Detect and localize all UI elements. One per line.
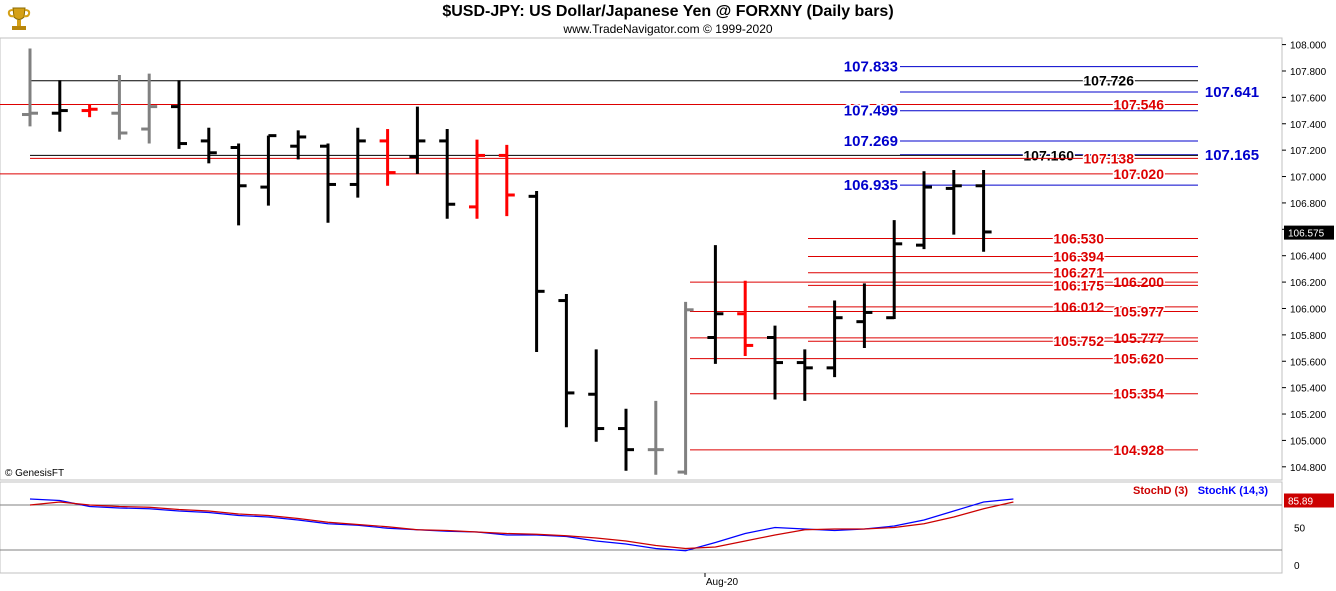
level-label: 106.394 — [1053, 248, 1104, 264]
level-label: 107.020 — [1113, 166, 1164, 182]
level-label: 107.833 — [844, 59, 898, 76]
ohlc-bar — [260, 134, 277, 206]
y-tick-label: 105.200 — [1290, 410, 1327, 421]
y-tick-label: 106.400 — [1290, 252, 1327, 263]
ohlc-bar — [528, 191, 545, 353]
y-tick-label: 107.200 — [1290, 146, 1327, 157]
level-label: 105.777 — [1113, 330, 1164, 346]
stoch-last-badge — [1284, 493, 1334, 508]
ohlc-bar — [618, 408, 634, 471]
x-axis-label: Aug-20 — [706, 577, 739, 588]
ohlc-bar — [975, 169, 992, 252]
ohlc-bar — [916, 171, 932, 250]
ohlc-bar — [439, 129, 456, 219]
y-tick-label: 107.000 — [1290, 173, 1327, 184]
level-label: 107.160 — [1023, 147, 1074, 163]
y-tick-label: 107.600 — [1290, 93, 1327, 104]
ohlc-bar — [290, 130, 307, 160]
ohlc-bar — [469, 139, 485, 219]
last-price-label: 106.575 — [1288, 229, 1325, 240]
ohlc-bar — [945, 169, 962, 235]
ohlc-bar — [767, 325, 783, 400]
level-label: 106.200 — [1113, 274, 1164, 290]
legend-stochk: StochK (14,3) — [1198, 485, 1269, 497]
price-plot-area — [0, 37, 1283, 481]
level-label: 106.175 — [1053, 277, 1104, 293]
level-label: 106.935 — [844, 177, 898, 194]
y-tick-label: 105.600 — [1290, 357, 1327, 368]
level-label: 105.752 — [1053, 333, 1104, 349]
ohlc-bar — [707, 245, 724, 364]
y-tick-label: 105.000 — [1290, 436, 1327, 447]
ohlc-bar — [320, 143, 336, 223]
level-label: 104.928 — [1113, 442, 1164, 458]
level-label: 105.620 — [1113, 351, 1164, 367]
last-price-badge — [1284, 225, 1334, 240]
level-label: 107.138 — [1083, 150, 1134, 166]
ohlc-bar — [826, 300, 843, 378]
y-tick-label: 107.800 — [1290, 67, 1327, 78]
y-tick-label: 106.000 — [1290, 304, 1327, 315]
level-label: 106.271 — [1053, 265, 1104, 281]
level-label: 107.165 — [1205, 147, 1259, 164]
level-label: 106.012 — [1053, 299, 1104, 315]
ohlc-bar — [796, 349, 813, 401]
level-label: 106.530 — [1053, 231, 1104, 247]
copyright-label: © GenesisFT — [5, 468, 65, 479]
ohlc-bar — [409, 106, 426, 174]
ohlc-bar — [677, 301, 694, 475]
ohlc-bar — [856, 283, 873, 349]
ohlc-bar — [498, 144, 515, 217]
ohlc-bar — [588, 349, 605, 442]
stoch-plot-area — [0, 481, 1283, 574]
ohlc-bar — [647, 400, 664, 475]
ohlc-bar — [111, 74, 128, 140]
ohlc-bar — [200, 127, 217, 164]
ohlc-bar — [558, 293, 575, 428]
y-tick-label: 107.400 — [1290, 120, 1327, 131]
level-label: 105.354 — [1113, 386, 1164, 402]
level-label: 107.499 — [844, 103, 898, 120]
stoch-line-d — [29, 501, 1014, 550]
stoch-tick-label: 50 — [1294, 524, 1306, 535]
y-tick-label: 106.800 — [1290, 199, 1327, 210]
ohlc-bar — [22, 48, 38, 127]
y-tick-label: 105.800 — [1290, 331, 1327, 342]
ohlc-bar — [81, 103, 98, 118]
ohlc-bar — [379, 129, 396, 186]
chart-title: $USD-JPY: US Dollar/Japanese Yen @ FORXN… — [442, 3, 894, 20]
ohlc-bar — [171, 80, 187, 149]
legend-stochd: StochD (3) — [1133, 485, 1188, 497]
chart-subtitle: www.TradeNavigator.com © 1999-2020 — [563, 22, 773, 36]
ohlc-bar — [141, 73, 158, 144]
stoch-tick-label: 0 — [1294, 561, 1300, 572]
ohlc-bar — [886, 220, 903, 320]
stoch-line-k — [29, 498, 1014, 552]
level-label: 105.977 — [1113, 304, 1164, 320]
trophy-logo-icon — [4, 4, 34, 34]
y-tick-label: 105.400 — [1290, 384, 1327, 395]
stoch-last-label: 85.89 — [1288, 497, 1313, 508]
level-label: 107.546 — [1113, 96, 1164, 112]
level-label: 107.269 — [844, 133, 898, 150]
ohlc-bar — [349, 127, 366, 198]
chart-header: $USD-JPY: US Dollar/Japanese Yen @ FORXN… — [0, 0, 1336, 38]
level-label: 107.726 — [1083, 73, 1134, 89]
y-tick-label: 108.000 — [1290, 41, 1327, 52]
level-label: 107.641 — [1205, 84, 1259, 101]
y-tick-label: 106.200 — [1290, 278, 1327, 289]
ohlc-bar — [737, 280, 754, 356]
ohlc-bar — [51, 80, 68, 132]
y-tick-label: 104.800 — [1290, 463, 1327, 474]
ohlc-bar — [230, 143, 247, 226]
